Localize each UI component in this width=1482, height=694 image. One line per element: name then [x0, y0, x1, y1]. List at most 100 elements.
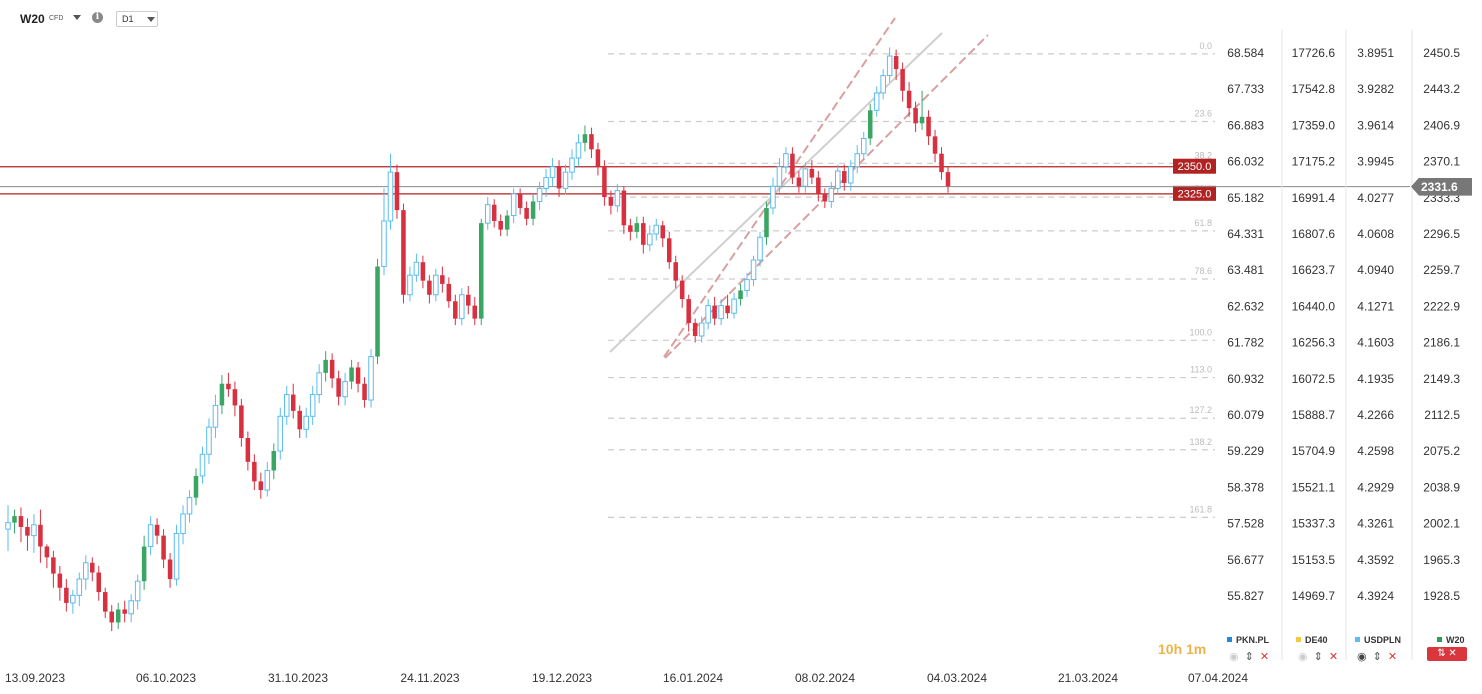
candle-body	[886, 55, 893, 77]
y-tick-label: 66.883	[1227, 118, 1264, 132]
candle-body	[569, 157, 575, 173]
candle	[381, 188, 387, 276]
candle	[433, 268, 439, 302]
candle	[193, 468, 199, 506]
y-tick-label: 16807.6	[1292, 227, 1336, 241]
candle-body	[186, 497, 193, 515]
candle-body	[70, 594, 76, 604]
y-tick-label: 2406.9	[1423, 118, 1460, 132]
candle	[303, 407, 309, 438]
candle-body	[628, 225, 633, 232]
info-icon[interactable]: i	[92, 12, 103, 23]
candle-body	[828, 187, 835, 202]
legend-item[interactable]: USDPLN	[1355, 635, 1401, 645]
candle-body	[394, 172, 400, 211]
candle	[562, 164, 569, 195]
candle	[258, 472, 264, 499]
fibonacci-retracement[interactable]: 0.023.638.250.061.878.6100.0113.0127.213…	[608, 41, 1215, 518]
candle	[847, 160, 854, 191]
candle-body	[913, 108, 918, 124]
candle-body	[180, 513, 186, 534]
candle	[147, 516, 154, 556]
y-tick-label: 4.0608	[1357, 227, 1394, 241]
candle-body	[5, 522, 11, 530]
candle	[913, 101, 918, 132]
symbol-dropdown-icon[interactable]	[73, 15, 81, 20]
x-tick-label: 08.02.2024	[795, 671, 855, 685]
candlestick-series	[5, 47, 951, 632]
y-tick-label: 15337.3	[1292, 517, 1336, 531]
x-tick-label: 24.11.2023	[400, 671, 459, 685]
candle-body	[18, 516, 24, 527]
candle-body	[64, 587, 69, 603]
candle	[602, 160, 607, 206]
candle-body	[510, 193, 517, 217]
candle-body	[517, 193, 523, 208]
y-tick-label: 2296.5	[1423, 227, 1460, 241]
candle-body	[154, 524, 160, 536]
candle	[219, 375, 225, 415]
candle-body	[362, 383, 367, 401]
candle	[945, 166, 951, 193]
candle	[575, 134, 582, 167]
x-tick-label: 07.04.2024	[1188, 671, 1248, 685]
candle	[440, 266, 445, 293]
price-axes: 68.584 67.733 66.883 66.032 65.182 64.331 63.4…	[1227, 30, 1460, 660]
candle-body	[167, 559, 173, 580]
y-tick-label: 3.9282	[1357, 82, 1394, 96]
candle-body	[790, 153, 795, 178]
eye-icon[interactable]: ◉	[1357, 651, 1367, 663]
candle-body	[283, 394, 290, 417]
candle	[277, 407, 284, 460]
legend-item[interactable]: PKN.PL	[1227, 635, 1269, 645]
candle	[886, 47, 893, 83]
candle	[822, 188, 828, 208]
candle-body	[420, 262, 426, 281]
close-icon[interactable]: ✕	[1328, 651, 1339, 663]
fib-label: 78.6	[1194, 266, 1212, 276]
close-icon[interactable]: ✕	[1387, 651, 1398, 663]
candle	[407, 266, 413, 302]
sort-icon[interactable]: ⇕	[1244, 651, 1254, 663]
candle-body	[212, 404, 219, 428]
candle-body	[893, 56, 899, 70]
candle	[764, 201, 769, 245]
candle-body	[297, 410, 302, 430]
candle-body	[926, 116, 931, 137]
close-icon[interactable]: ✕	[1259, 651, 1270, 663]
eye-icon[interactable]: ◉	[1298, 651, 1308, 663]
candle-body	[822, 193, 828, 202]
symbol-label[interactable]: W20	[20, 12, 45, 26]
candle	[854, 145, 861, 174]
eye-icon[interactable]: ◉	[1229, 651, 1239, 663]
candle-body	[258, 481, 264, 491]
legend-item[interactable]: DE40	[1296, 635, 1328, 645]
candle-body	[264, 470, 271, 491]
candle	[835, 164, 841, 195]
candle-body	[459, 294, 465, 320]
candle	[199, 446, 206, 484]
candle	[666, 231, 672, 269]
candle	[725, 294, 730, 319]
candle-body	[413, 261, 420, 276]
candle-body	[660, 225, 666, 239]
fib-label: 161.8	[1189, 504, 1212, 514]
x-tick-label: 13.09.2023	[5, 671, 65, 685]
candle-body	[705, 305, 711, 324]
legend-item[interactable]: W20	[1437, 635, 1465, 645]
sort-icon[interactable]: ⇕	[1313, 651, 1323, 663]
candle	[621, 186, 627, 234]
y-tick-label: 16991.4	[1292, 191, 1336, 205]
candle-body	[76, 578, 83, 596]
candle-body	[595, 149, 601, 167]
remove-instrument-button[interactable]: ⇅ ✕	[1427, 647, 1467, 661]
timeframe-select[interactable]: D1	[116, 11, 158, 27]
candle-body	[342, 381, 348, 398]
sort-icon[interactable]: ⇕	[1372, 651, 1382, 663]
y-tick-label: 17175.2	[1292, 155, 1336, 169]
candle-body	[147, 524, 154, 547]
horizontal-levels[interactable]: 2350.0 2325.0	[0, 158, 1410, 201]
y-tick-label: 2149.3	[1423, 372, 1460, 386]
y-tick-label: 15888.7	[1292, 408, 1336, 422]
